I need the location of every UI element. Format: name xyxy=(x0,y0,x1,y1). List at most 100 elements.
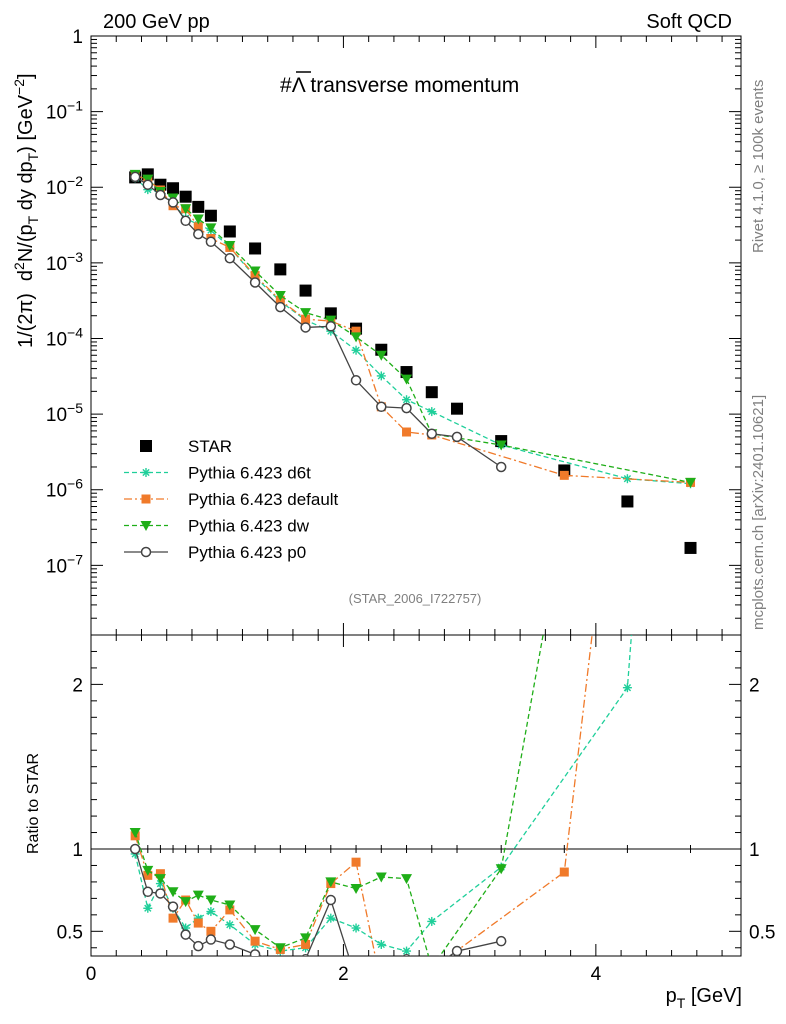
legend-p0-marker xyxy=(140,546,152,558)
ylabel-subT-2: T xyxy=(25,152,41,161)
series-dw-point xyxy=(495,440,507,451)
series-data-point xyxy=(192,200,205,213)
xlabel-main: p xyxy=(666,985,677,1007)
series-d6t-ratio-point-stroke xyxy=(144,904,152,912)
main-y-tick-label: 10−7 xyxy=(46,551,83,577)
series-d6t-ratio-point-stroke xyxy=(352,924,360,932)
legend-dw-label: Pythia 6.423 dw xyxy=(188,517,310,536)
series-dw-ratio-point xyxy=(495,864,507,875)
ratio-y-axis-ticks: 0.5 1 2 0.5 1 2 xyxy=(57,634,775,949)
series-p0-ratio-point xyxy=(224,939,236,950)
chart-title: #Λ transverse momentum xyxy=(280,74,519,97)
header-left: 200 GeV pp xyxy=(103,11,210,33)
series-dw-ratio-point xyxy=(142,865,154,876)
series-p0-ratio-point xyxy=(193,940,204,952)
series-p0-point xyxy=(350,375,362,386)
series-p0-ratio-point xyxy=(205,934,217,945)
ylabel-part-e: ) [GeV xyxy=(15,94,37,152)
series-dw-point xyxy=(350,332,362,343)
series-p0-point xyxy=(142,179,154,190)
series-d6t-ratio-point xyxy=(143,903,153,913)
series-dw-point xyxy=(192,214,204,225)
series-d6t-ratio-point-stroke xyxy=(207,907,215,916)
ylabel-part-f: ] xyxy=(15,73,37,79)
series-data-point xyxy=(299,284,312,297)
main-y-axis-label: 1/(2π)d2N/(pT dy dpT) [GeV−2] xyxy=(11,73,41,348)
series-d6t-point-stroke xyxy=(377,372,385,380)
series-dw-ratio-point xyxy=(325,877,337,888)
main-y-tick-label: 10−5 xyxy=(46,400,83,426)
series-p0-point xyxy=(325,321,337,332)
series-d6t-point xyxy=(427,407,437,417)
series-p0-point xyxy=(180,215,191,227)
series-p0-ratio-point xyxy=(249,949,261,956)
series-data-point xyxy=(274,263,287,276)
ylabel-part-c: N/(p xyxy=(15,224,37,262)
series-data-point xyxy=(451,402,464,415)
series-d6t-point xyxy=(376,371,386,381)
series-dw-ratio-point xyxy=(192,890,204,901)
series-p0-ratio-line xyxy=(134,848,502,956)
series-dw-ratio-point xyxy=(300,933,312,944)
chart-title-prefix: # xyxy=(280,74,292,97)
series-default-ratio-point xyxy=(351,857,361,867)
series-d6t-ratio-point xyxy=(622,683,632,693)
series-d6t-point xyxy=(402,395,412,405)
series-d6t-ratio-point-stroke xyxy=(226,921,234,929)
series-p0-point xyxy=(205,236,217,248)
series-dw-ratio-point xyxy=(375,872,387,883)
series-p0-ratio-point xyxy=(301,954,310,956)
series-dw-point xyxy=(325,315,337,326)
series-default-point xyxy=(559,470,569,480)
series-d6t-ratio-point xyxy=(376,939,386,949)
series-dw-ratio-point xyxy=(249,925,261,936)
series-p0-ratio-point xyxy=(352,975,361,984)
ratio-tick-label: 0.5 xyxy=(57,922,83,943)
series-d6t-point-stroke xyxy=(352,346,360,354)
legend-d6t-marker-stroke xyxy=(142,468,150,477)
series-d6t-ratio-point xyxy=(326,913,336,923)
series-p0-point xyxy=(401,402,412,414)
series-p0-ratio-point xyxy=(325,894,337,906)
series-default-point xyxy=(402,427,412,437)
series-p0-point xyxy=(495,461,507,473)
series-p0-ratio-point xyxy=(427,963,436,972)
x-tick-label: 0 xyxy=(86,964,97,985)
legend-data-marker xyxy=(140,440,152,452)
series-p0-ratio-point xyxy=(180,929,191,940)
main-y-tick-label: 10−4 xyxy=(46,324,83,350)
series-dw-ratio-point xyxy=(224,900,236,911)
mcplots-label: mcplots.cern.ch [arXiv:2401.10621] xyxy=(750,395,767,630)
series-p0-point xyxy=(193,228,204,240)
series-p0-point xyxy=(426,428,438,440)
series-dw-point xyxy=(685,477,697,488)
series-data-point xyxy=(204,209,217,222)
chart-title-rest: transverse momentum xyxy=(305,74,520,97)
series-default-ratio-point xyxy=(427,965,436,974)
ratio-tick-label-right: 0.5 xyxy=(749,922,775,943)
ylabel-part-a: 1/(2π) xyxy=(15,293,37,348)
series-d6t-ratio-point xyxy=(351,923,361,933)
main-y-tick-label: 10−2 xyxy=(46,173,83,199)
series-p0-ratio-point xyxy=(142,886,154,898)
series-p0-ratio-point xyxy=(129,843,141,855)
series-d6t-ratio-point xyxy=(427,916,437,926)
series-p0-point xyxy=(155,189,166,201)
legend-d6t-marker xyxy=(141,468,151,477)
series-data-point xyxy=(249,242,262,255)
series-p0-ratio-point xyxy=(278,955,283,956)
series-default-line xyxy=(134,174,691,484)
series-dw-point xyxy=(180,204,192,215)
series-dw-point xyxy=(249,266,261,277)
series-d6t-ratio-point-stroke xyxy=(377,940,385,949)
series-p0-point xyxy=(451,431,463,443)
series-d6t-point xyxy=(351,345,361,355)
series-d6t-point-stroke xyxy=(428,407,436,416)
legend-p0-label: Pythia 6.423 p0 xyxy=(188,543,306,562)
series-dw-ratio-line xyxy=(134,635,544,956)
series-p0-ratio-point xyxy=(167,901,179,912)
ratio-plot-frame xyxy=(90,634,742,957)
series-p0-ratio-point xyxy=(155,888,166,899)
ratio-tick-label-right: 1 xyxy=(749,840,760,861)
